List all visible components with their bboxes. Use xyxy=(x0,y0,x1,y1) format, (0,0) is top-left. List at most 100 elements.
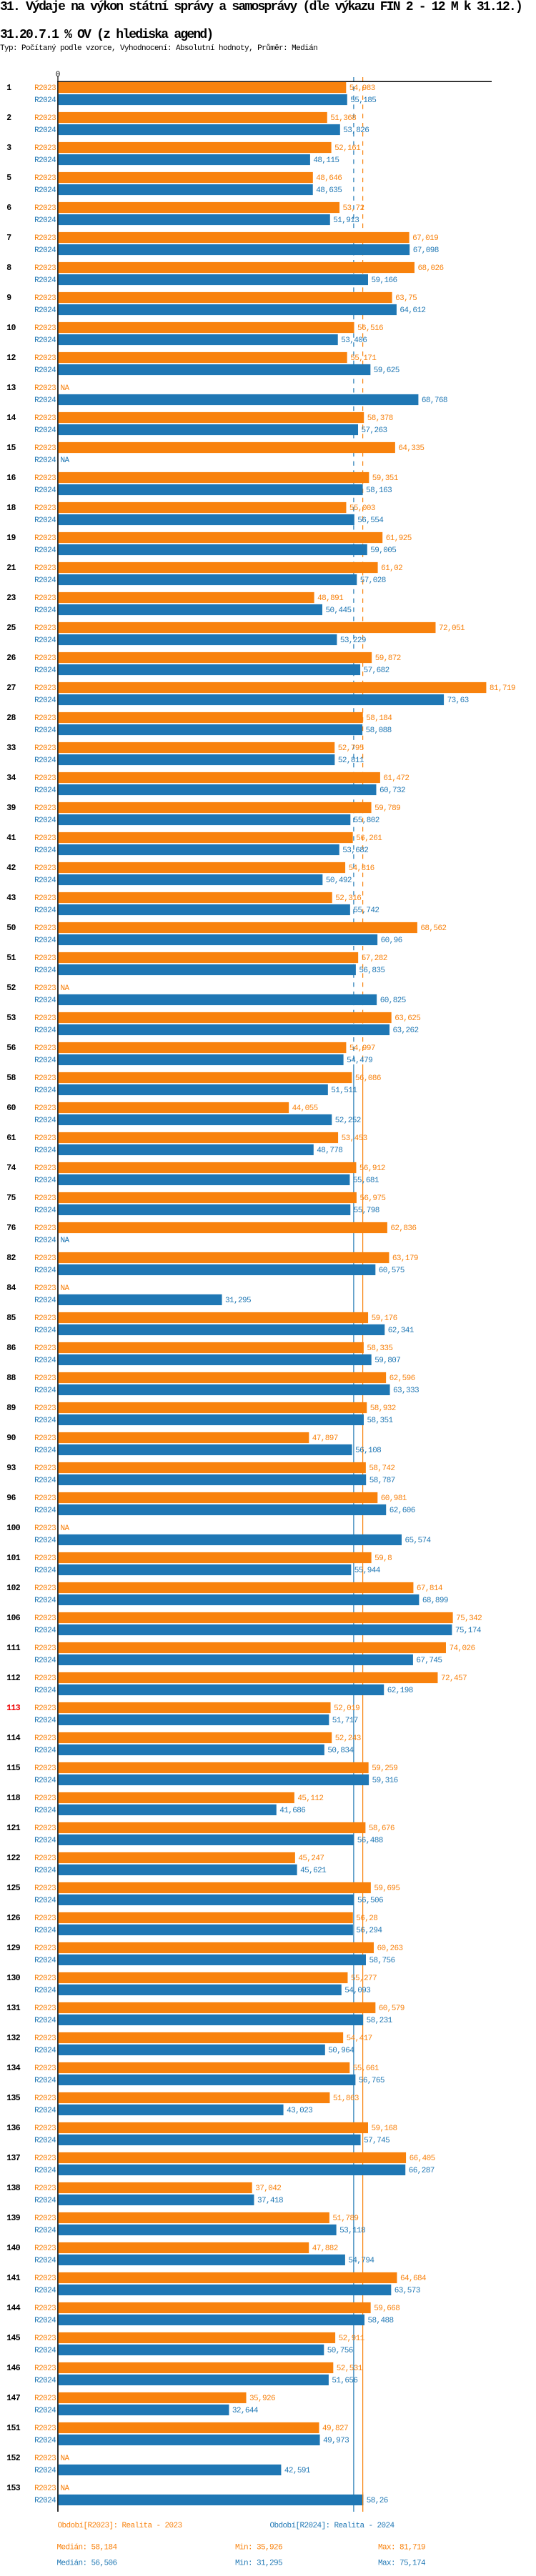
svg-text:62,198: 62,198 xyxy=(387,1687,413,1695)
svg-text:R2023: R2023 xyxy=(34,1554,56,1563)
svg-text:R2024: R2024 xyxy=(34,907,56,915)
svg-text:R2023: R2023 xyxy=(34,2095,56,2103)
svg-text:60,263: 60,263 xyxy=(377,1945,403,1953)
svg-text:Medián: 58,184: Medián: 58,184 xyxy=(57,2544,118,2552)
svg-text:R2023: R2023 xyxy=(34,924,56,933)
svg-text:48,778: 48,778 xyxy=(317,1147,342,1155)
svg-text:R2023: R2023 xyxy=(34,2485,56,2493)
svg-text:R2024: R2024 xyxy=(34,126,56,135)
svg-text:R2023: R2023 xyxy=(34,1854,56,1863)
svg-text:R2024: R2024 xyxy=(34,1027,56,1035)
svg-text:R2023: R2023 xyxy=(34,2035,56,2043)
svg-text:NA: NA xyxy=(61,984,70,993)
svg-text:51,656: 51,656 xyxy=(332,2377,357,2385)
svg-text:43,023: 43,023 xyxy=(287,2107,312,2115)
svg-text:55,681: 55,681 xyxy=(353,1177,379,1185)
svg-text:134: 134 xyxy=(6,2064,21,2073)
svg-text:129: 129 xyxy=(6,1944,21,1953)
svg-text:R2024: R2024 xyxy=(34,787,56,795)
svg-text:R2024: R2024 xyxy=(34,877,56,885)
svg-text:R2023: R2023 xyxy=(34,1704,56,1713)
svg-text:153: 153 xyxy=(6,2484,21,2493)
svg-text:21: 21 xyxy=(6,564,16,573)
svg-text:R2023: R2023 xyxy=(34,654,56,663)
svg-text:53,72: 53,72 xyxy=(343,204,364,213)
svg-text:56,554: 56,554 xyxy=(357,516,384,525)
svg-text:R2024: R2024 xyxy=(34,1747,56,1755)
svg-text:130: 130 xyxy=(6,1974,21,1983)
svg-text:R2024: R2024 xyxy=(34,246,56,255)
svg-text:58,184: 58,184 xyxy=(366,714,392,723)
svg-text:45,112: 45,112 xyxy=(297,1794,323,1803)
svg-text:72,457: 72,457 xyxy=(441,1674,467,1683)
svg-text:61,925: 61,925 xyxy=(386,534,412,543)
svg-text:47,882: 47,882 xyxy=(312,2245,338,2253)
svg-text:66,287: 66,287 xyxy=(409,2167,435,2175)
svg-text:146: 146 xyxy=(6,2364,21,2373)
svg-text:139: 139 xyxy=(6,2214,21,2223)
svg-text:85: 85 xyxy=(6,1314,16,1323)
svg-text:64,684: 64,684 xyxy=(400,2275,427,2283)
svg-text:41,686: 41,686 xyxy=(279,1807,305,1815)
svg-text:26: 26 xyxy=(6,654,16,663)
svg-text:R2024: R2024 xyxy=(34,216,56,225)
svg-text:62,836: 62,836 xyxy=(390,1224,416,1233)
svg-text:R2023: R2023 xyxy=(34,1794,56,1803)
svg-text:R2024: R2024 xyxy=(34,1507,56,1515)
svg-text:60,575: 60,575 xyxy=(379,1267,405,1275)
svg-text:138: 138 xyxy=(6,2184,21,2193)
svg-text:62,606: 62,606 xyxy=(389,1507,415,1515)
svg-text:52,252: 52,252 xyxy=(335,1117,361,1125)
svg-text:R2024: R2024 xyxy=(34,1417,56,1425)
svg-text:R2024: R2024 xyxy=(34,396,56,405)
svg-text:R2023: R2023 xyxy=(34,1824,56,1833)
svg-text:58,488: 58,488 xyxy=(368,2317,394,2325)
svg-text:R2024: R2024 xyxy=(34,1987,56,1995)
svg-text:R2023: R2023 xyxy=(34,2335,56,2343)
svg-text:88: 88 xyxy=(6,1374,16,1383)
svg-text:R2024: R2024 xyxy=(34,1147,56,1155)
svg-text:R2023: R2023 xyxy=(34,594,56,603)
svg-text:R2024: R2024 xyxy=(34,96,56,105)
svg-text:R2023: R2023 xyxy=(34,2065,56,2073)
svg-text:114: 114 xyxy=(6,1734,21,1743)
svg-text:118: 118 xyxy=(6,1794,21,1803)
svg-text:NA: NA xyxy=(61,1284,70,1293)
svg-text:R2024: R2024 xyxy=(34,1207,56,1215)
svg-text:R2023: R2023 xyxy=(34,384,56,393)
svg-text:50,445: 50,445 xyxy=(326,606,352,615)
svg-text:R2024: R2024 xyxy=(34,1717,56,1725)
svg-text:56: 56 xyxy=(6,1044,16,1053)
svg-text:R2024: R2024 xyxy=(34,1267,56,1275)
svg-text:48,635: 48,635 xyxy=(316,186,342,195)
svg-text:63,262: 63,262 xyxy=(393,1027,419,1035)
svg-text:59,166: 59,166 xyxy=(372,276,397,285)
svg-text:54,479: 54,479 xyxy=(347,1057,372,1065)
svg-text:56,765: 56,765 xyxy=(359,2077,384,2085)
svg-text:145: 145 xyxy=(6,2334,21,2343)
svg-text:67,019: 67,019 xyxy=(412,234,438,243)
svg-text:R2023: R2023 xyxy=(34,414,56,423)
svg-text:53: 53 xyxy=(6,1014,16,1023)
svg-text:49,827: 49,827 xyxy=(322,2425,348,2433)
svg-text:R2023: R2023 xyxy=(34,2185,56,2193)
svg-text:63,573: 63,573 xyxy=(394,2287,420,2295)
svg-text:63,333: 63,333 xyxy=(393,1387,419,1395)
svg-text:58,787: 58,787 xyxy=(369,1477,395,1485)
svg-text:NA: NA xyxy=(61,1524,70,1533)
svg-text:R2024: R2024 xyxy=(34,667,56,675)
svg-text:NA: NA xyxy=(61,384,70,393)
svg-text:58,231: 58,231 xyxy=(367,2017,393,2025)
svg-text:61,02: 61,02 xyxy=(381,564,402,573)
svg-text:43: 43 xyxy=(6,894,16,903)
svg-text:60,981: 60,981 xyxy=(381,1494,407,1503)
svg-text:63,625: 63,625 xyxy=(394,1014,420,1023)
svg-text:140: 140 xyxy=(6,2244,21,2253)
svg-text:93: 93 xyxy=(6,1464,16,1473)
svg-text:R2024: R2024 xyxy=(34,1447,56,1455)
svg-text:R2024: R2024 xyxy=(34,336,56,345)
svg-text:52,161: 52,161 xyxy=(334,144,361,153)
svg-text:59,668: 59,668 xyxy=(374,2305,399,2313)
svg-text:48,891: 48,891 xyxy=(317,594,344,603)
svg-text:131: 131 xyxy=(6,2004,21,2013)
